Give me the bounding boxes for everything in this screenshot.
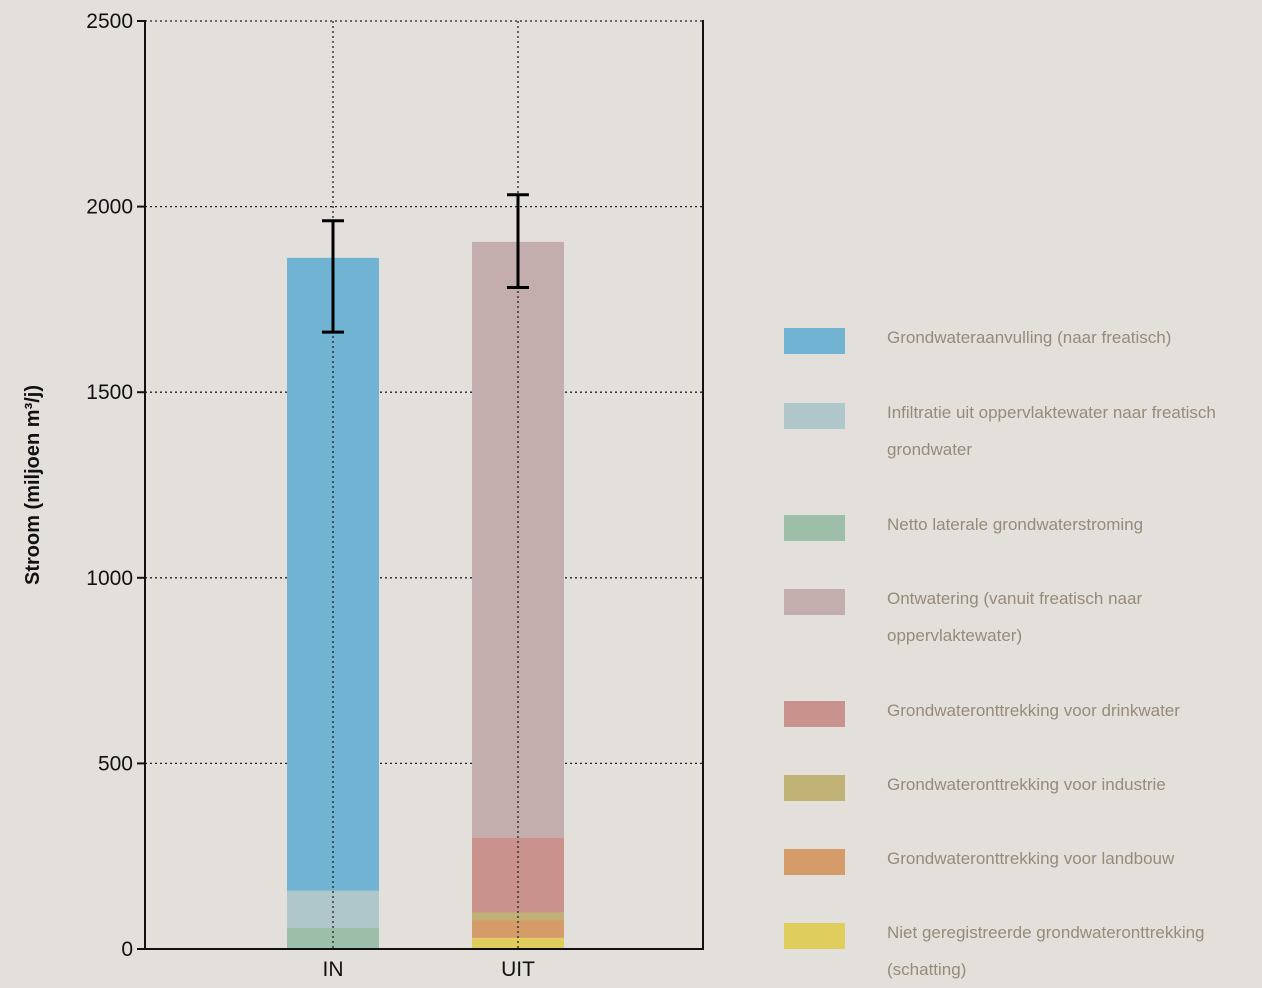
x-tick-labels: IN UIT <box>323 958 536 980</box>
legend-label: Ontwatering (vanuit freatisch naar opper… <box>887 589 1143 645</box>
legend-swatch <box>784 775 845 801</box>
axes <box>137 20 704 950</box>
bars <box>287 241 564 949</box>
legend-swatch <box>784 849 845 875</box>
legend-label: Grondwateraanvulling (naar freatisch) <box>887 328 1172 347</box>
y-axis-label: Stroom (miljoen m³/j) <box>22 385 44 585</box>
error-bars <box>322 193 529 334</box>
bar-segment-uit <box>472 837 564 913</box>
legend-swatch <box>784 403 845 429</box>
legend-label: Grondwateronttrekking voor landbouw <box>887 849 1175 868</box>
legend-swatch <box>784 515 845 541</box>
bar-segment-uit <box>472 937 564 949</box>
grid-lines <box>145 20 703 765</box>
legend-label: Niet geregistreerde grondwateronttrekkin… <box>887 923 1205 979</box>
y-tick-label: 1000 <box>86 567 133 590</box>
legend-label: Grondwateronttrekking voor industrie <box>887 775 1166 794</box>
bar-segment-in <box>287 927 379 949</box>
bar-segment-in <box>287 257 379 891</box>
legend-swatch <box>784 328 845 354</box>
bar-segment-uit <box>472 920 564 938</box>
y-tick-label: 2500 <box>86 10 133 33</box>
y-tick-label: 2000 <box>86 196 133 219</box>
y-tick-label: 1500 <box>86 381 133 404</box>
y-tick-label: 0 <box>121 938 133 961</box>
stacked-bar-chart: 0 500 1000 1500 2000 2500 IN UIT Stroom (miljo… <box>22 10 704 980</box>
legend-label: Infiltratie uit oppervlaktewater naar fr… <box>887 403 1216 459</box>
legend-label: Netto laterale grondwaterstroming <box>887 515 1144 534</box>
x-tick-label-uit: UIT <box>501 958 535 980</box>
legend-label: Grondwateronttrekking voor drinkwater <box>887 701 1180 720</box>
x-tick-label-in: IN <box>323 958 344 980</box>
legend-swatch <box>784 701 845 727</box>
y-tick-labels: 0 500 1000 1500 2000 2500 <box>86 10 133 961</box>
y-tick-label: 500 <box>98 752 133 775</box>
legend-swatch <box>784 589 845 615</box>
legend-swatch <box>784 923 845 949</box>
